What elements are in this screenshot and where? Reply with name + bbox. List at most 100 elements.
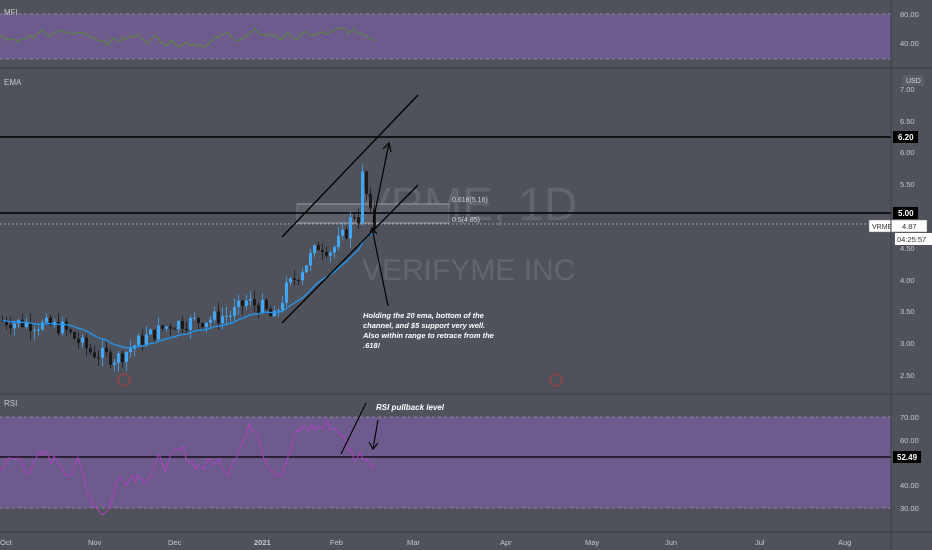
candle-body: [113, 362, 116, 365]
x-tick-label: May: [585, 538, 599, 547]
time-axis: Oct Nov Dec 2021 Feb Mar Apr May Jun Jul…: [0, 538, 851, 547]
candle-body: [333, 247, 336, 253]
candle-body: [161, 325, 164, 329]
arrow-note-head: [368, 226, 378, 237]
mfi-pane: MFI 80.00 40.00: [0, 8, 919, 60]
rsi-tick: 40.00: [900, 481, 919, 490]
candle-body: [369, 193, 372, 209]
arrow-up: [372, 142, 390, 223]
candle-body: [289, 278, 292, 283]
price-tick: 3.50: [900, 307, 915, 316]
candle-body: [117, 353, 120, 363]
x-tick-label: Apr: [500, 538, 512, 547]
candle-body: [293, 278, 296, 281]
rsi-arrow-down: [372, 419, 379, 450]
price-tag-value: 4.87: [902, 222, 917, 231]
candle-body: [169, 326, 172, 329]
x-tick-label: Nov: [88, 538, 102, 547]
candle-body: [249, 299, 252, 301]
candle-body: [121, 353, 124, 362]
candle-body: [281, 302, 284, 311]
resistance-price-badge: [893, 131, 918, 143]
candle-body: [261, 299, 264, 314]
price-tick: 3.00: [900, 339, 915, 348]
candle-body: [277, 310, 280, 312]
candle-body: [37, 329, 40, 331]
rsi-note: RSI pullback level: [376, 403, 445, 412]
price-tick: 4.50: [900, 244, 915, 253]
resistance-price-label: 6.20: [898, 133, 914, 142]
price-pane: EMA USD VRME, 1D VERIFYME INC 7.00 6.50 …: [0, 75, 932, 387]
x-tick-label: Mar: [407, 538, 420, 547]
candle-body: [357, 217, 360, 224]
candle-body: [129, 348, 132, 353]
x-tick-label: Aug: [838, 538, 851, 547]
channel-upper-line[interactable]: [281, 94, 419, 238]
candle-body: [197, 317, 200, 324]
mfi-tick-40: 40.00: [900, 39, 919, 48]
candle-body: [305, 265, 308, 273]
x-tick-label: Jun: [665, 538, 677, 547]
candle-body: [57, 321, 60, 334]
candle-body: [233, 307, 236, 316]
candle-body: [253, 299, 256, 306]
candle-body: [45, 317, 48, 323]
candle-body: [109, 352, 112, 365]
candle-body: [105, 347, 108, 353]
candle-body: [149, 329, 152, 335]
candle-body: [73, 332, 76, 339]
price-tag-symbol: VRME: [872, 224, 893, 231]
candle-body: [9, 325, 12, 329]
price-tick: 5.50: [900, 180, 915, 189]
candle-body: [93, 352, 96, 358]
candle-body: [225, 315, 228, 317]
candle-body: [85, 337, 88, 349]
candle-body: [189, 317, 192, 330]
support-price-badge: [893, 207, 918, 219]
candle-body: [365, 171, 368, 194]
rsi-tick: 30.00: [900, 504, 919, 513]
rsi-band: [0, 417, 891, 508]
x-tick-label: Dec: [168, 538, 182, 547]
candle-body: [21, 319, 24, 328]
candle-body: [213, 311, 216, 320]
event-marker[interactable]: [549, 373, 563, 387]
currency-badge[interactable]: [902, 75, 924, 86]
last-price-tag: [868, 219, 928, 233]
candle-body: [13, 323, 16, 329]
candle-body: [329, 252, 332, 256]
candle-body: [181, 321, 184, 329]
channel-lower-line[interactable]: [281, 184, 419, 324]
event-marker[interactable]: [117, 373, 131, 387]
candle-body: [5, 320, 8, 326]
candle-body: [337, 235, 340, 248]
x-tick-label: Jul: [755, 538, 765, 547]
note-line-1: Holding the 20 ema, bottom of the: [363, 311, 484, 320]
price-tick: 6.50: [900, 117, 915, 126]
candle-body: [89, 348, 92, 353]
rsi-value-badge: [893, 451, 921, 463]
candle-body: [313, 245, 316, 254]
currency-label: USD: [906, 78, 921, 85]
candle-body: [193, 317, 196, 319]
countdown-badge: [895, 233, 932, 245]
candle-body: [61, 321, 64, 334]
candle-body: [217, 311, 220, 324]
candle-body: [141, 335, 144, 345]
candle-body: [265, 299, 268, 309]
candle-body: [165, 326, 168, 329]
price-tick: 6.00: [900, 148, 915, 157]
candle-body: [185, 328, 188, 330]
rsi-label: RSI: [4, 399, 17, 408]
note-line-3: Also within range to retrace from the: [362, 331, 494, 340]
candle-body: [325, 251, 328, 256]
rsi-tick: 60.00: [900, 436, 919, 445]
note-line-2: channel, and $5 support very well.: [363, 321, 485, 330]
candle-body: [145, 334, 148, 345]
candle-body: [101, 347, 104, 358]
candle-body: [341, 229, 344, 236]
mfi-tick-80: 80.00: [900, 10, 919, 19]
candle-body: [77, 338, 80, 343]
candle-body: [125, 352, 128, 362]
